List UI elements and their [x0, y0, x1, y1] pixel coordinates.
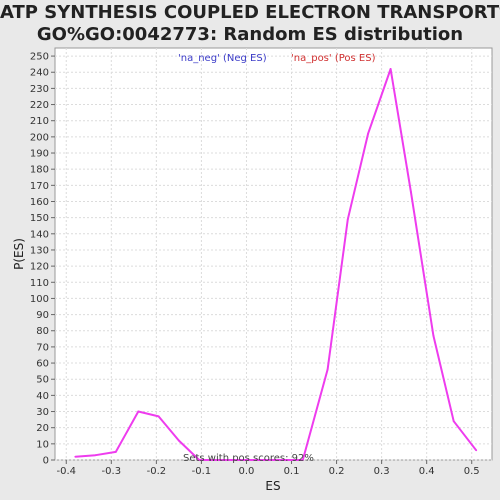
- y-tick-label: 250: [30, 52, 49, 63]
- x-tick-label: 0.5: [464, 466, 480, 477]
- data-point: [281, 459, 284, 461]
- x-tick-label: -0.2: [147, 466, 167, 477]
- x-axis-ticks: -0.4 -0.3 -0.2 -0.1 0.0 0.1 0.2 0.3 0.4 0.5: [57, 460, 480, 477]
- series-line: [75, 68, 477, 461]
- y-tick-label: 230: [30, 84, 49, 95]
- x-tick-label: -0.1: [192, 466, 212, 477]
- x-tick-label: 0.1: [284, 466, 300, 477]
- data-point: [218, 459, 221, 461]
- x-tick-label: 0.2: [329, 466, 345, 477]
- data-point: [238, 459, 241, 461]
- grid: [55, 48, 492, 461]
- data-point: [326, 368, 329, 371]
- y-tick-label: 30: [36, 407, 49, 418]
- data-point: [114, 451, 117, 453]
- y-tick-label: 50: [36, 375, 49, 386]
- x-tick-label: 0.3: [374, 466, 390, 477]
- x-tick-label: 0.4: [419, 466, 435, 477]
- y-axis-ticks: 0 10 20 30 40 50 60 70 80 90 100 110 120 130 140 150 160…: [30, 52, 55, 467]
- data-point: [198, 459, 201, 461]
- y-tick-label: 200: [30, 132, 49, 143]
- data-point: [301, 459, 304, 461]
- data-point: [177, 439, 180, 442]
- data-point: [452, 420, 455, 423]
- y-tick-label: 240: [30, 68, 49, 79]
- chart-title-line-1: ATP SYNTHESIS COUPLED ELECTRON TRANSPORT…: [0, 2, 500, 23]
- y-tick-label: 160: [30, 197, 49, 208]
- y-tick-label: 80: [36, 326, 49, 337]
- data-point: [432, 334, 435, 337]
- data-point: [261, 459, 264, 461]
- y-tick-label: 120: [30, 262, 49, 273]
- x-tick-label: -0.3: [102, 466, 122, 477]
- data-point: [410, 190, 412, 193]
- y-tick-label: 210: [30, 116, 49, 127]
- data-point: [94, 454, 97, 457]
- y-tick-label: 90: [36, 310, 49, 321]
- y-tick-label: 110: [30, 278, 49, 289]
- y-tick-label: 130: [30, 245, 49, 256]
- legend-entry-neg: 'na_neg' (Neg ES): [178, 53, 267, 64]
- data-point: [346, 218, 349, 221]
- y-tick-label: 140: [30, 229, 49, 240]
- annotation-pos-scores: Sets with pos scores: 92%: [183, 453, 314, 464]
- x-tick-label: 0.0: [239, 466, 255, 477]
- y-tick-label: 70: [36, 342, 49, 353]
- y-tick-label: 220: [30, 100, 49, 111]
- y-tick-label: 60: [36, 359, 49, 370]
- data-point: [74, 455, 77, 458]
- data-point: [137, 410, 140, 413]
- data-point: [475, 449, 478, 452]
- x-axis-title: ES: [265, 479, 280, 493]
- legend-entry-pos: 'na_pos' (Pos ES): [291, 53, 376, 64]
- series-group: [74, 68, 478, 461]
- data-point: [389, 68, 392, 70]
- y-tick-label: 190: [30, 149, 49, 160]
- y-tick-label: 40: [36, 391, 49, 402]
- y-tick-label: 100: [30, 294, 49, 305]
- y-tick-label: 180: [30, 165, 49, 176]
- y-tick-label: 10: [36, 439, 49, 450]
- x-tick-label: -0.4: [57, 466, 77, 477]
- y-tick-label: 20: [36, 423, 49, 434]
- data-point: [157, 415, 160, 418]
- y-tick-label: 0: [43, 456, 49, 467]
- data-point: [367, 132, 370, 135]
- y-tick-label: 170: [30, 181, 49, 192]
- chart-title-line-2: GO%GO:0042773: Random ES distribution: [36, 24, 464, 45]
- plot-area: [54, 47, 493, 461]
- y-tick-label: 150: [30, 213, 49, 224]
- y-axis-title: P(ES): [12, 238, 26, 270]
